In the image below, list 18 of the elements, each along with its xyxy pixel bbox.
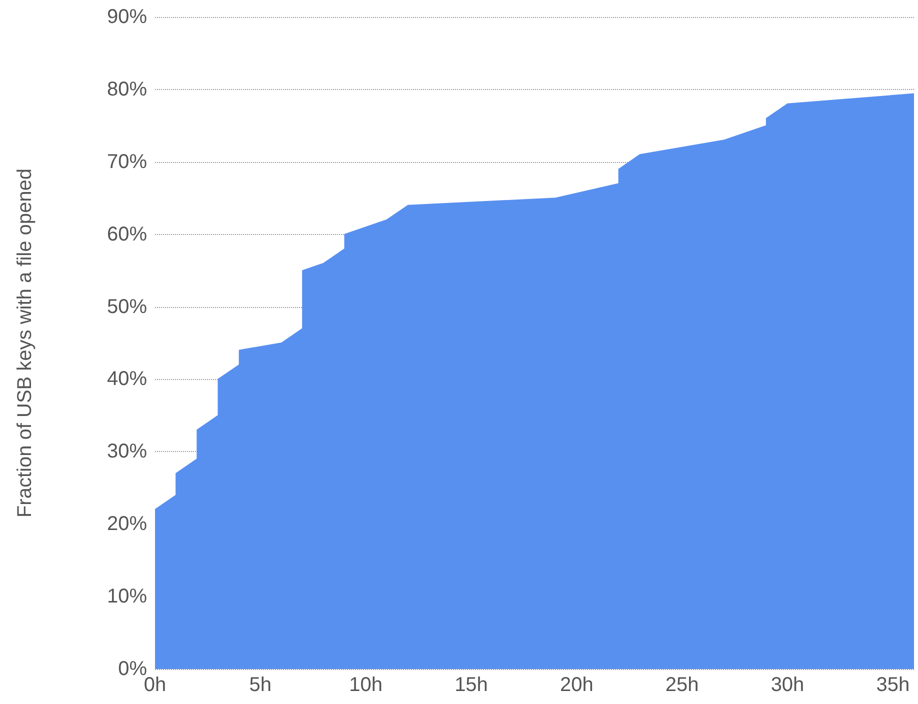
y-tick-label: 40% [106, 368, 148, 390]
x-tick-label: 25h [665, 674, 699, 696]
x-tick-label: 10h [349, 674, 383, 696]
y-axis-title: Fraction of USB keys with a file opened [14, 168, 36, 518]
y-tick-label: 20% [106, 513, 148, 536]
x-tick-label: 30h [770, 674, 804, 696]
x-tick-label: 35h [876, 674, 910, 696]
x-tick-label: 0h [144, 674, 166, 696]
y-tick-label: 50% [106, 296, 148, 318]
y-tick-label: 70% [106, 150, 148, 173]
y-tick-label: 80% [106, 78, 148, 100]
x-tick-label: 20h [560, 674, 594, 696]
y-tick-label: 30% [106, 440, 148, 463]
y-tick-label: 90% [106, 6, 148, 28]
y-tick-label: 10% [106, 586, 148, 608]
x-tick-label: 15h [454, 674, 488, 696]
y-tick-label: 60% [106, 223, 148, 246]
x-tick-label: 5h [249, 674, 272, 696]
